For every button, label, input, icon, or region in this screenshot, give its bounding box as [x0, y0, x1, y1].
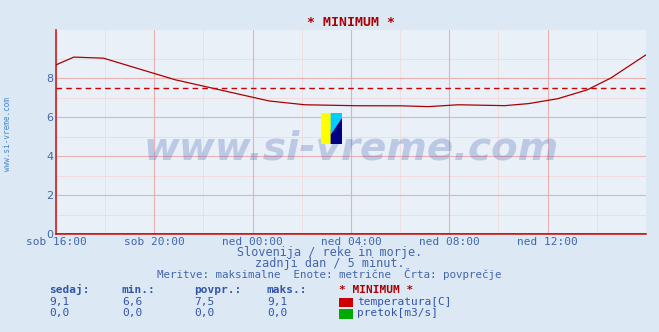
Text: zadnji dan / 5 minut.: zadnji dan / 5 minut. — [254, 257, 405, 270]
Text: www.si-vreme.com: www.si-vreme.com — [3, 98, 13, 171]
Title: * MINIMUM *: * MINIMUM * — [307, 16, 395, 29]
Text: 6,6: 6,6 — [122, 297, 142, 307]
Polygon shape — [331, 113, 342, 135]
Text: 7,5: 7,5 — [194, 297, 215, 307]
Text: povpr.:: povpr.: — [194, 285, 242, 295]
Text: www.si-vreme.com: www.si-vreme.com — [143, 129, 559, 167]
Text: 0,0: 0,0 — [194, 308, 215, 318]
Text: 9,1: 9,1 — [267, 297, 287, 307]
Text: min.:: min.: — [122, 285, 156, 295]
Text: Meritve: maksimalne  Enote: metrične  Črta: povprečje: Meritve: maksimalne Enote: metrične Črta… — [158, 268, 501, 280]
Text: 0,0: 0,0 — [49, 308, 70, 318]
Text: 0,0: 0,0 — [122, 308, 142, 318]
Bar — [321, 113, 331, 144]
Text: pretok[m3/s]: pretok[m3/s] — [357, 308, 438, 318]
Text: maks.:: maks.: — [267, 285, 307, 295]
Text: 9,1: 9,1 — [49, 297, 70, 307]
Text: sedaj:: sedaj: — [49, 284, 90, 295]
Polygon shape — [331, 113, 342, 128]
Text: Slovenija / reke in morje.: Slovenija / reke in morje. — [237, 246, 422, 259]
Text: temperatura[C]: temperatura[C] — [357, 297, 451, 307]
Text: 0,0: 0,0 — [267, 308, 287, 318]
Text: * MINIMUM *: * MINIMUM * — [339, 285, 414, 295]
Polygon shape — [331, 119, 342, 144]
Polygon shape — [331, 128, 342, 144]
